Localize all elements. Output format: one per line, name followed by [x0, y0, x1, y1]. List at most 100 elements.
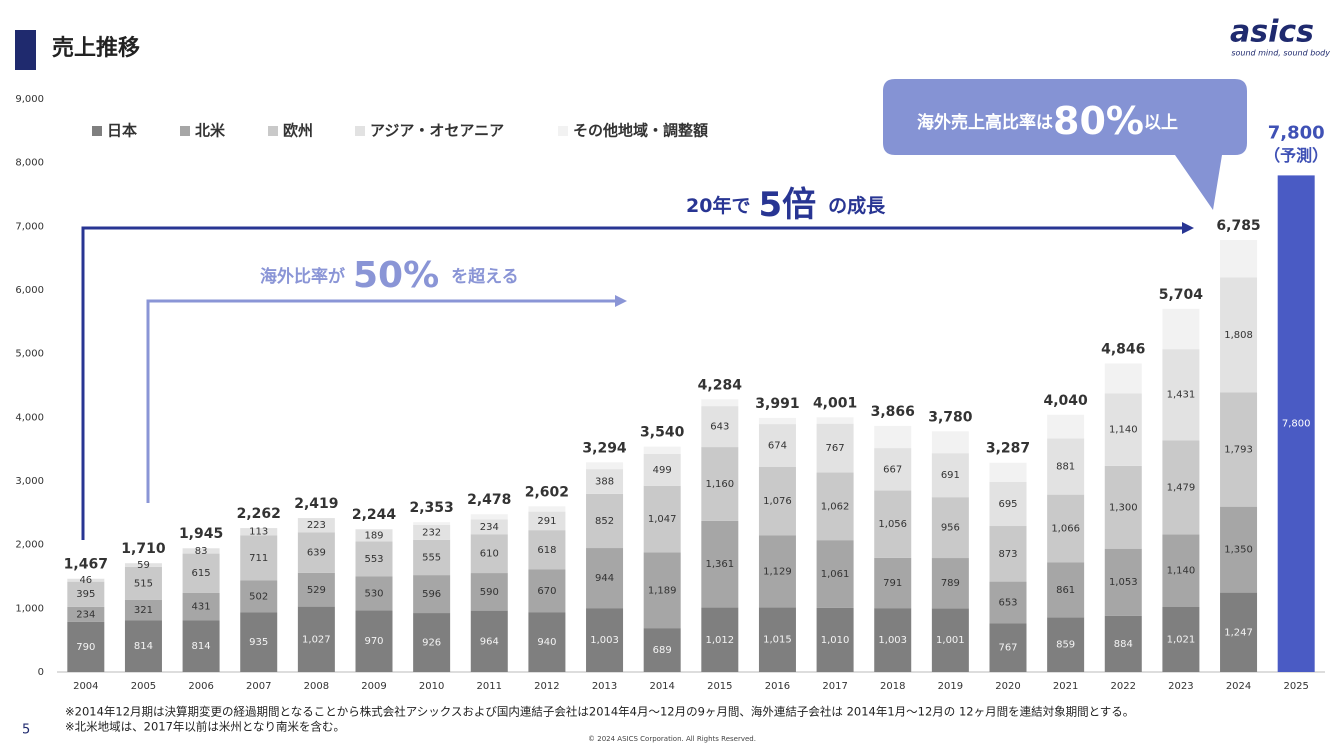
bar-segment — [1162, 534, 1200, 607]
total-label: 2,478 — [467, 492, 511, 508]
bar-segment — [1047, 414, 1085, 439]
segment-label: 1,189 — [648, 585, 677, 596]
logo: asics — [1230, 15, 1314, 50]
segment-label: 502 — [249, 591, 268, 602]
bar-segment — [67, 606, 105, 622]
bar-segment — [701, 607, 739, 672]
bar-segment — [297, 572, 335, 607]
bar-segment — [124, 563, 162, 567]
copyright: © 2024 ASICS Corporation. All Rights Res… — [588, 735, 756, 743]
legend-swatch — [355, 126, 365, 136]
bar-segment — [413, 613, 451, 672]
segment-label: 861 — [1056, 585, 1075, 596]
overseas-arrow — [146, 299, 615, 503]
segment-label: 1,793 — [1224, 445, 1253, 456]
bar-segment — [1104, 465, 1142, 549]
legend-swatch — [180, 126, 190, 136]
bar-segment — [989, 623, 1027, 672]
bar-segment — [586, 608, 624, 672]
segment-label: 689 — [653, 645, 672, 656]
total-label: 6,785 — [1216, 218, 1260, 234]
segment-label: 596 — [422, 589, 441, 600]
y-tick-label: 1,000 — [15, 603, 44, 614]
bar-segment — [528, 530, 566, 570]
bar-segment — [1162, 440, 1200, 535]
legend-swatch — [268, 126, 278, 136]
segment-label: 873 — [998, 549, 1017, 560]
bar-segment — [355, 529, 393, 542]
bar-segment — [586, 462, 624, 470]
x-tick-label: 2010 — [419, 681, 444, 692]
bar-segment — [67, 621, 105, 672]
total-label: 3,294 — [582, 440, 627, 456]
segment-label: 1,479 — [1167, 482, 1196, 493]
bar-segment — [528, 511, 566, 531]
growth-text: 20年で 5倍 の成長 — [686, 185, 886, 225]
x-tick-label: 2004 — [73, 681, 98, 692]
segment-label: 1,010 — [821, 635, 850, 646]
overseas-text: 海外比率が 50% を超える — [260, 255, 519, 296]
segment-label: 555 — [422, 552, 441, 563]
x-tick-label: 2005 — [131, 681, 156, 692]
y-tick-label: 6,000 — [15, 285, 44, 296]
segment-label: 814 — [192, 641, 211, 652]
legend-label: その他地域・調整額 — [573, 122, 708, 140]
segment-label: 1,300 — [1109, 502, 1138, 513]
bar-segment — [643, 628, 681, 672]
bar-segment — [355, 610, 393, 672]
x-tick-label: 2007 — [246, 681, 271, 692]
segment-label: 884 — [1114, 639, 1133, 650]
segment-label: 711 — [249, 553, 268, 564]
total-label: 4,001 — [813, 395, 857, 411]
total-label: 2,262 — [237, 506, 281, 522]
bar-segment — [528, 506, 566, 512]
segment-label: 1,140 — [1109, 425, 1138, 436]
bar-segment — [586, 469, 624, 494]
x-tick-label: 2016 — [765, 681, 790, 692]
segment-label: 964 — [480, 636, 499, 647]
total-label: 2,602 — [525, 484, 569, 500]
total-label: 4,846 — [1101, 341, 1145, 357]
bar-segment — [701, 520, 739, 608]
total-label: 5,704 — [1159, 287, 1204, 303]
segment-label: 944 — [595, 573, 614, 584]
bar-segment — [470, 534, 508, 574]
legend-label: 北米 — [195, 122, 226, 140]
bar-segment — [989, 481, 1027, 527]
segment-label: 767 — [826, 443, 845, 454]
segment-label: 1,361 — [705, 559, 734, 570]
segment-label: 1,066 — [1051, 524, 1080, 535]
segment-label: 1,076 — [763, 496, 792, 507]
bar-segment — [816, 607, 854, 672]
bar-segment — [1104, 548, 1142, 616]
bar-segment — [1104, 363, 1142, 394]
bar-segment — [297, 532, 335, 573]
segment-label: 814 — [134, 641, 153, 652]
segment-label: 1,003 — [590, 635, 619, 646]
arrow-head — [615, 295, 627, 307]
forecast-note: （予測） — [1264, 146, 1328, 165]
bar-segment — [586, 493, 624, 549]
segment-label: 321 — [134, 605, 153, 616]
total-label: 4,284 — [698, 377, 743, 393]
bar-segment — [816, 417, 854, 424]
bar-segment — [931, 558, 969, 609]
segment-label: 1,003 — [878, 635, 907, 646]
bar-segment — [586, 548, 624, 609]
segment-label: 881 — [1056, 462, 1075, 473]
segment-label: 232 — [422, 527, 441, 538]
y-tick-label: 3,000 — [15, 476, 44, 487]
bar-segment — [874, 608, 912, 672]
segment-label: 1,247 — [1224, 627, 1253, 638]
page-number: 5 — [22, 723, 30, 738]
x-tick-label: 2021 — [1053, 681, 1078, 692]
callout-text: 海外売上高比率は80%以上 — [917, 99, 1178, 143]
segment-label: 1,160 — [705, 479, 734, 490]
bar-segment — [182, 620, 220, 672]
segment-label: 940 — [537, 637, 556, 648]
x-tick-label: 2023 — [1168, 681, 1193, 692]
bar-segment — [182, 553, 220, 593]
segment-label: 643 — [710, 422, 729, 433]
x-tick-label: 2022 — [1111, 681, 1136, 692]
